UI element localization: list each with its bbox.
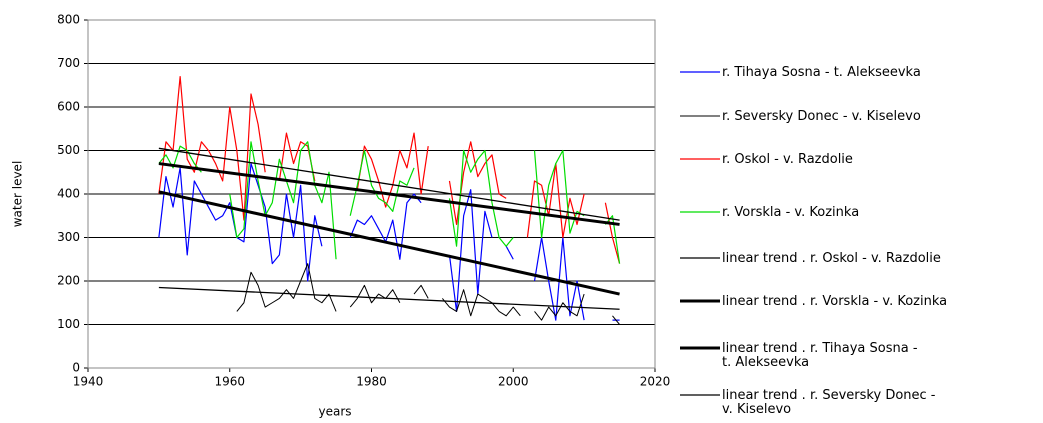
x-tick-label: 1940: [73, 375, 104, 389]
x-tick-label: 1960: [214, 375, 245, 389]
y-tick-label: 500: [57, 143, 80, 157]
y-tick-label: 0: [72, 361, 80, 375]
legend-label: linear trend . r. Oskol - v. Razdolie: [722, 251, 941, 266]
x-tick-label: 1980: [356, 375, 387, 389]
y-tick-label: 100: [57, 317, 80, 331]
y-tick-label: 200: [57, 274, 80, 288]
series-line: [158, 286, 620, 310]
legend-label: r. Vorskla - v. Kozinka: [722, 205, 859, 220]
series-line: [236, 263, 620, 325]
legend-label: r. Oskol - v. Razdolie: [722, 152, 853, 167]
legend-label: r. Seversky Donec - v. Kiselevo: [722, 109, 921, 124]
series-line: [158, 162, 620, 226]
y-tick-label: 800: [57, 13, 80, 27]
plot-frame: [87, 19, 656, 369]
y-tick-label: 300: [57, 230, 80, 244]
x-axis-label: years: [318, 405, 351, 419]
legend-label: linear trend . r. Tihaya Sosna -t. Aleks…: [722, 341, 918, 370]
y-tick-label: 400: [57, 187, 80, 201]
x-tick-label: 2000: [498, 375, 529, 389]
legend-label: r. Tihaya Sosna - t. Alekseevka: [722, 65, 921, 80]
legend-label: linear trend . r. Seversky Donec -v. Kis…: [722, 388, 936, 417]
y-tick-label: 600: [57, 100, 80, 114]
y-axis-label: water level: [11, 161, 25, 228]
series-line: [158, 190, 620, 296]
x-tick-label: 2020: [640, 375, 671, 389]
legend-label: linear trend . r. Vorskla - v. Kozinka: [722, 294, 947, 309]
series-line: [158, 141, 621, 264]
y-tick-label: 700: [57, 56, 80, 70]
series-line: [158, 75, 621, 264]
series-line: [158, 147, 620, 221]
